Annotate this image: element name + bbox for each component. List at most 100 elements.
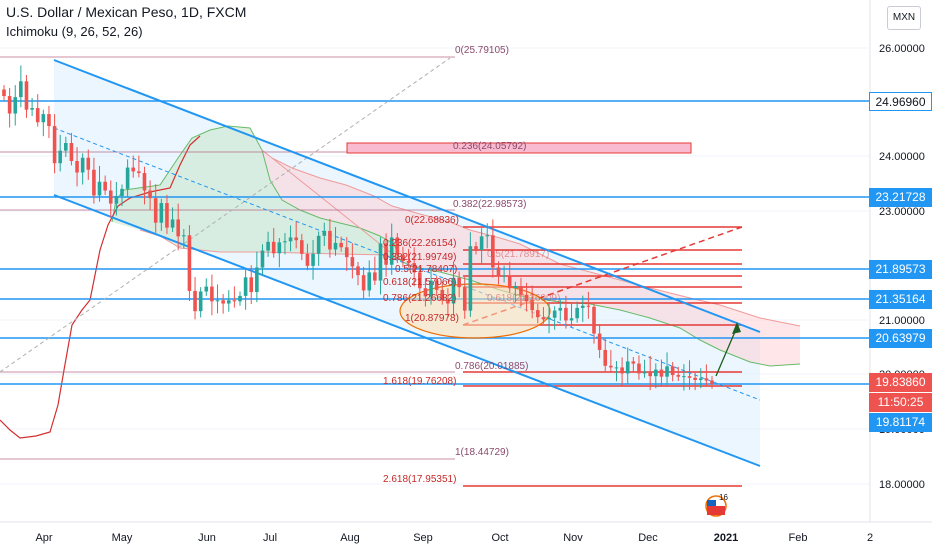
candle-body — [52, 126, 57, 164]
candle-body — [418, 272, 422, 289]
candle-body — [103, 181, 107, 191]
svg-text:16: 16 — [719, 493, 728, 502]
candle-body — [704, 378, 709, 381]
candle-body — [373, 272, 377, 281]
candle-body — [356, 266, 360, 276]
candle-body — [569, 318, 574, 321]
candle-body — [361, 275, 366, 291]
candle-body — [333, 242, 338, 250]
candle-body — [631, 361, 636, 364]
fib-label: 0.5(21.78407) — [395, 264, 457, 275]
level-tag[interactable]: 21.35164 — [869, 290, 932, 309]
time-axis[interactable]: Apr May Jun Jul Aug Sep Oct Nov Dec 2021… — [0, 521, 932, 550]
candle-body — [687, 376, 692, 378]
candle-body — [215, 300, 220, 302]
candle-body — [243, 277, 248, 296]
candle-body — [665, 366, 669, 377]
level-tag[interactable]: 21.89573 — [869, 260, 932, 279]
x-tick-label: Aug — [340, 532, 360, 544]
candle-body — [148, 190, 152, 199]
fib-label: 0.786(20.01885) — [455, 361, 528, 372]
candle-body — [586, 305, 591, 307]
candle-body — [232, 300, 237, 302]
y-tick-label: 21.00000 — [879, 315, 925, 327]
level-tag[interactable]: 20.63979 — [869, 329, 932, 348]
candle-body — [271, 241, 276, 254]
ichimoku-cloud-bear — [262, 150, 800, 366]
candle-body — [423, 288, 428, 297]
level-tag[interactable]: 24.96960 — [869, 92, 932, 111]
fib-label: 0(25.79105) — [455, 45, 509, 56]
candle-body — [339, 242, 343, 248]
candle-body — [519, 286, 523, 295]
candle-body — [580, 305, 585, 308]
fib-label-faint: 0.5(21.78917) — [487, 249, 549, 260]
candle-body — [283, 241, 287, 243]
fib-zone-0236 — [346, 142, 692, 154]
candle-body — [137, 171, 141, 174]
ichimoku-lagging-line — [0, 135, 201, 439]
candle-body — [97, 181, 102, 196]
candle-body — [485, 235, 490, 237]
last-price-tag[interactable]: 19.83860 — [869, 373, 932, 392]
candle-body — [654, 369, 658, 377]
candle-body — [620, 367, 624, 374]
candle-body — [384, 243, 388, 265]
candle-body — [131, 167, 136, 172]
candle-body — [221, 300, 225, 304]
candle-body — [637, 363, 641, 374]
candle-body — [210, 286, 214, 302]
fib-label: 1(18.44729) — [455, 447, 509, 458]
x-tick-label: 2 — [867, 532, 873, 544]
ichimoku-cloud-bull — [112, 126, 400, 260]
senkou-span-a — [111, 125, 801, 367]
candle-body — [367, 272, 372, 291]
candle-body — [305, 253, 310, 266]
chart-title: U.S. Dollar / Mexican Peso, 1D, FXCM — [6, 4, 247, 20]
candle-body — [35, 108, 40, 123]
candle-body — [294, 237, 298, 241]
candle-body — [170, 219, 175, 228]
level-tag[interactable]: 23.21728 — [869, 188, 932, 207]
candle-body — [564, 307, 568, 321]
fib-labels-red: 0(22.68836) 0.236(22.26154) 0.382(21.997… — [383, 215, 560, 485]
level-tag[interactable]: 19.81174 — [869, 413, 932, 432]
candle-body — [603, 349, 608, 366]
candle-body — [648, 371, 652, 377]
candle-body — [58, 150, 62, 164]
candle-body — [378, 243, 383, 281]
senkou-span-b — [139, 149, 801, 327]
candle-body — [159, 203, 164, 223]
fib-label: 0.236(24.05792) — [453, 141, 526, 152]
x-tick-label: Jul — [263, 532, 277, 544]
candle-body — [277, 242, 282, 254]
fib-label: 0.382(21.99749) — [383, 252, 456, 263]
x-tick-label: Oct — [491, 532, 508, 544]
candle-body — [524, 294, 529, 302]
badge-icon[interactable]: 16 — [705, 493, 728, 517]
candle-body — [311, 253, 315, 266]
candle-body — [92, 169, 96, 196]
candle-body — [429, 280, 433, 297]
currency-button[interactable]: MXN — [887, 6, 921, 30]
candle-body — [182, 235, 186, 237]
candle-body — [642, 371, 647, 374]
candle-body — [255, 267, 259, 293]
channel-lower-line — [53, 194, 761, 467]
indicator-legend[interactable]: Ichimoku (9, 26, 52, 26) — [6, 24, 143, 39]
candle-body — [462, 287, 467, 311]
candle-body — [249, 277, 254, 293]
candle-body — [142, 173, 147, 191]
candle-body — [260, 250, 265, 268]
y-tick-label: 23.00000 — [879, 206, 925, 218]
forecast-arrowhead — [732, 322, 741, 334]
highlight-ellipse — [399, 283, 551, 339]
x-tick-label: Apr — [35, 532, 52, 544]
candle-body — [536, 310, 540, 318]
x-tick-label: Feb — [789, 532, 808, 544]
candle-body — [440, 289, 445, 301]
candle-body — [457, 277, 461, 288]
candle-body — [597, 333, 602, 350]
